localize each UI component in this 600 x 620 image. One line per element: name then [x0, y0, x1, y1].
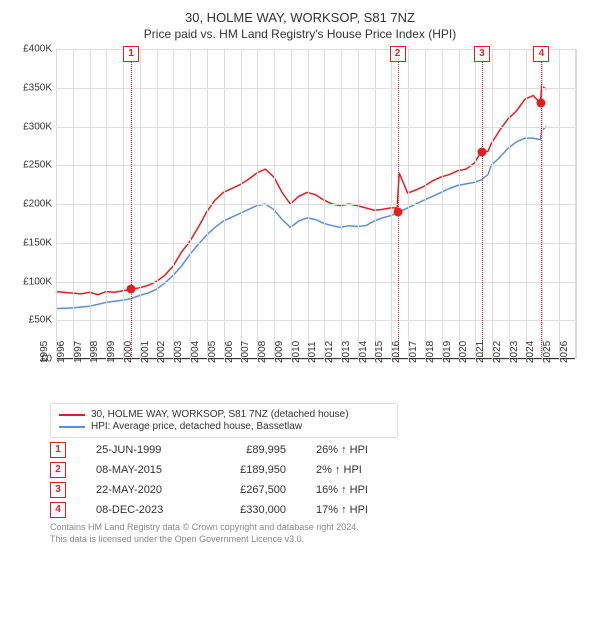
event-badge: 1 — [123, 46, 139, 62]
event-badge: 4 — [50, 502, 66, 518]
titles: 30, HOLME WAY, WORKSOP, S81 7NZ Price pa… — [10, 10, 590, 41]
footnote-line2: This data is licensed under the Open Gov… — [50, 534, 590, 546]
event-table-row: 1 25-JUN-1999 £89,995 26% ↑ HPI — [50, 442, 590, 458]
event-diff: 16% ↑ HPI — [316, 484, 406, 496]
event-price: £267,500 — [216, 484, 286, 496]
event-line — [398, 49, 399, 359]
event-badge: 3 — [50, 482, 66, 498]
event-date: 22-MAY-2020 — [96, 484, 186, 496]
event-diff: 2% ↑ HPI — [316, 464, 406, 476]
event-line — [482, 49, 483, 359]
event-diff: 17% ↑ HPI — [316, 504, 406, 516]
ytick-label: £400K — [10, 44, 52, 55]
ytick-label: £200K — [10, 199, 52, 210]
event-price: £89,995 — [216, 444, 286, 456]
event-dot — [393, 207, 402, 216]
footnote-line1: Contains HM Land Registry data © Crown c… — [50, 522, 590, 534]
event-line — [541, 49, 542, 359]
ytick-label: £350K — [10, 82, 52, 93]
event-badge: 4 — [533, 46, 549, 62]
ytick-label: £250K — [10, 160, 52, 171]
event-price: £330,000 — [216, 504, 286, 516]
ytick-label: £300K — [10, 121, 52, 132]
legend-swatch-hpi — [59, 426, 85, 428]
event-badge: 2 — [50, 462, 66, 478]
event-date: 08-DEC-2023 — [96, 504, 186, 516]
event-dot — [477, 147, 486, 156]
event-table-row: 2 08-MAY-2015 £189,950 2% ↑ HPI — [50, 462, 590, 478]
legend-label-price-paid: 30, HOLME WAY, WORKSOP, S81 7NZ (detache… — [91, 409, 349, 420]
event-line — [131, 49, 132, 359]
event-diff: 26% ↑ HPI — [316, 444, 406, 456]
event-badge: 1 — [50, 442, 66, 458]
xtick-label: 2026 — [559, 341, 593, 363]
legend-label-hpi: HPI: Average price, detached house, Bass… — [91, 421, 302, 432]
event-table-row: 4 08-DEC-2023 £330,000 17% ↑ HPI — [50, 502, 590, 518]
title-sub: Price paid vs. HM Land Registry's House … — [10, 27, 590, 41]
event-badge: 3 — [474, 46, 490, 62]
event-price: £189,950 — [216, 464, 286, 476]
ytick-label: £50K — [10, 315, 52, 326]
event-dot — [127, 285, 136, 294]
event-date: 25-JUN-1999 — [96, 444, 186, 456]
title-main: 30, HOLME WAY, WORKSOP, S81 7NZ — [10, 10, 590, 25]
ytick-label: £100K — [10, 276, 52, 287]
event-date: 08-MAY-2015 — [96, 464, 186, 476]
price-chart: £0£50K£100K£150K£200K£250K£300K£350K£400… — [10, 47, 590, 397]
footnote: Contains HM Land Registry data © Crown c… — [50, 522, 590, 545]
legend: 30, HOLME WAY, WORKSOP, S81 7NZ (detache… — [50, 403, 398, 438]
series-price_paid — [56, 86, 547, 295]
events-table: 1 25-JUN-1999 £89,995 26% ↑ HPI 2 08-MAY-2015… — [50, 442, 590, 518]
ytick-label: £150K — [10, 237, 52, 248]
event-dot — [537, 99, 546, 108]
event-table-row: 3 22-MAY-2020 £267,500 16% ↑ HPI — [50, 482, 590, 498]
event-badge: 2 — [390, 46, 406, 62]
legend-swatch-price-paid — [59, 414, 85, 416]
